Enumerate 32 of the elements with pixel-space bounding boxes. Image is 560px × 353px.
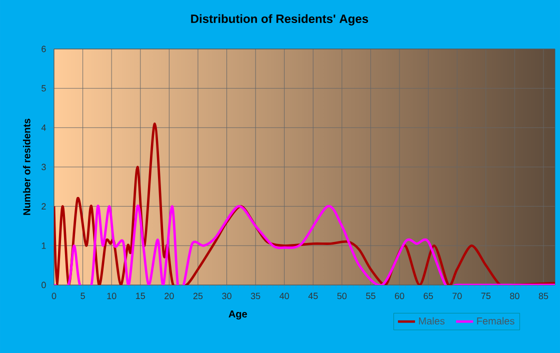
- x-tick-label: 20: [164, 292, 174, 300]
- legend-label: Females: [477, 317, 514, 325]
- x-tick-label: 75: [481, 292, 491, 300]
- chart-title: Distribution of Residents' Ages: [191, 14, 368, 26]
- y-tick-label: 0: [42, 282, 46, 288]
- line-series: [54, 205, 555, 285]
- x-tick-label: 10: [107, 292, 116, 300]
- x-tick-label: 70: [452, 292, 462, 300]
- y-tick-label: 6: [42, 46, 46, 52]
- x-tick-label: 50: [337, 292, 347, 300]
- x-tick-label: 85: [538, 292, 548, 300]
- x-tick-label: 65: [424, 292, 433, 300]
- legend-label: Males: [419, 317, 445, 325]
- y-tick-label: 1: [42, 242, 46, 249]
- y-tick-label: 3: [42, 164, 46, 170]
- x-tick-label: 5: [80, 292, 85, 300]
- x-tick-label: 15: [136, 292, 146, 300]
- y-axis-title: Number of residents: [22, 118, 30, 215]
- x-tick-label: 0: [52, 292, 56, 300]
- x-tick-label: 45: [308, 292, 318, 300]
- x-tick-label: 30: [222, 292, 232, 300]
- x-tick-label: 55: [366, 292, 376, 300]
- x-tick-label: 80: [510, 292, 520, 300]
- y-tick-label: 4: [41, 124, 46, 131]
- x-tick-label: 60: [394, 292, 404, 300]
- x-tick-label: 35: [250, 292, 260, 300]
- y-tick-label: 2: [42, 203, 46, 210]
- x-tick-label: 40: [280, 292, 289, 300]
- y-tick-label: 5: [42, 85, 46, 92]
- x-axis-title: Age: [228, 310, 247, 320]
- line-series: [54, 122, 555, 285]
- x-tick-label: 25: [193, 292, 203, 300]
